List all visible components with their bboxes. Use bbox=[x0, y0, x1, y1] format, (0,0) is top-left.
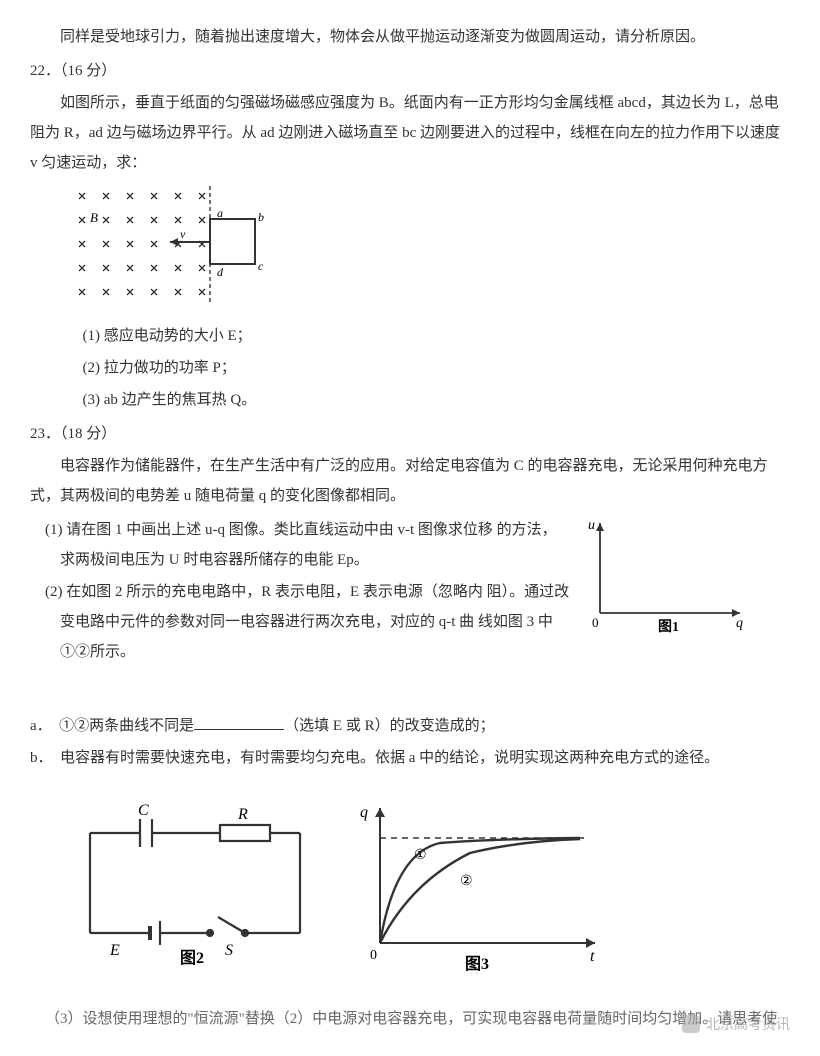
svg-text:v: v bbox=[180, 227, 186, 241]
fig1: u q 0 图1 bbox=[580, 513, 750, 644]
svg-text:②: ② bbox=[460, 874, 473, 889]
watermark: 北京高考资讯 bbox=[682, 1010, 790, 1038]
svg-text:C: C bbox=[138, 803, 149, 819]
svg-text:①: ① bbox=[414, 848, 427, 863]
blank-fill[interactable] bbox=[194, 714, 284, 730]
q23-number: 23．（18 分） bbox=[30, 419, 790, 449]
intro-line: 同样是受地球引力，随着抛出速度增大，物体会从做平抛运动逐渐变为做圆周运动，请分析… bbox=[30, 22, 790, 52]
q22-sub1: (1) 感应电动势的大小 E； bbox=[30, 321, 790, 351]
svg-text:q: q bbox=[736, 616, 743, 631]
fig2: C R E S 图2 bbox=[70, 803, 320, 984]
svg-text:图2: 图2 bbox=[180, 949, 204, 967]
svg-text:t: t bbox=[590, 948, 595, 965]
q23-sub3: （3）设想使用理想的"恒流源"替换（2）中电源对电容器充电，可实现电容器电荷量随… bbox=[30, 1004, 790, 1034]
svg-text:S: S bbox=[225, 942, 233, 959]
q22-body: 如图所示，垂直于纸面的匀强磁场磁感应强度为 B。纸面内有一正方形均匀金属线框 a… bbox=[30, 88, 790, 178]
svg-text:图3: 图3 bbox=[465, 955, 489, 973]
q22-figure: a b c d B v bbox=[70, 184, 790, 315]
svg-text:E: E bbox=[109, 942, 120, 959]
q23-wrap: u q 0 图1 (1) 请在图 1 中画出上述 u-q 图像。类比直线运动中由… bbox=[30, 513, 790, 669]
q22-sub3: (3) ab 边产生的焦耳热 Q。 bbox=[30, 385, 790, 415]
q22-sub2: (2) 拉力做功的功率 P； bbox=[30, 353, 790, 383]
svg-text:b: b bbox=[258, 210, 264, 224]
svg-text:0: 0 bbox=[592, 615, 599, 630]
svg-text:a: a bbox=[217, 206, 223, 220]
svg-text:u: u bbox=[588, 518, 595, 533]
svg-text:q: q bbox=[360, 804, 368, 821]
q23-b: b． 电容器有时需要快速充电，有时需要均匀充电。依据 a 中的结论，说明实现这两… bbox=[30, 743, 790, 773]
watermark-text: 北京高考资讯 bbox=[706, 1010, 790, 1038]
svg-text:c: c bbox=[258, 259, 264, 273]
wechat-icon bbox=[682, 1015, 700, 1033]
svg-text:图1: 图1 bbox=[658, 619, 679, 633]
fig3: q t 0 ① ② 图3 bbox=[350, 793, 610, 984]
svg-text:R: R bbox=[237, 806, 248, 823]
svg-text:d: d bbox=[217, 265, 224, 279]
q22-number: 22．（16 分） bbox=[30, 56, 790, 86]
svg-text:0: 0 bbox=[370, 948, 377, 963]
fig-row: C R E S 图2 q t 0 ① ② 图3 bbox=[70, 793, 790, 984]
q23-a: a． ①②两条曲线不同是（选填 E 或 R）的改变造成的； bbox=[30, 711, 790, 741]
footer: （3）设想使用理想的"恒流源"替换（2）中电源对电容器充电，可实现电容器电荷量随… bbox=[30, 1004, 790, 1034]
q23-body: 电容器作为储能器件，在生产生活中有广泛的应用。对给定电容值为 C 的电容器充电，… bbox=[30, 451, 790, 511]
b-field-label: B bbox=[90, 210, 98, 225]
